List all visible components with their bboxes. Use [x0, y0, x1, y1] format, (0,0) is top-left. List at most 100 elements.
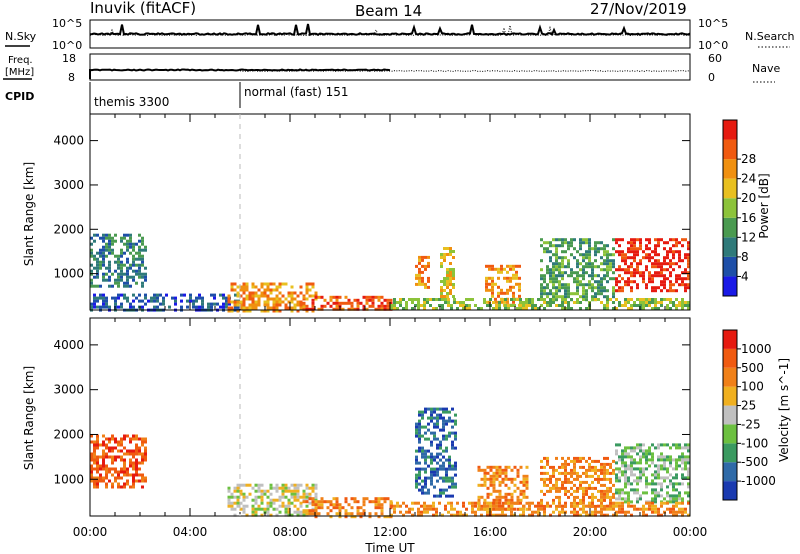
heatmap-cell [624, 473, 627, 477]
heatmap-cell [561, 504, 564, 508]
heatmap-cell [141, 239, 144, 243]
heatmap-cell [287, 498, 291, 502]
heatmap-cell [290, 285, 294, 289]
heatmap-cell [672, 513, 675, 517]
heatmap-cell [329, 295, 333, 299]
heatmap-cell [579, 301, 582, 304]
heatmap-cell [639, 479, 642, 483]
heatmap-cell [320, 497, 324, 501]
heatmap-cell [573, 271, 576, 275]
heatmap-cell [444, 504, 447, 508]
heatmap-cell [687, 283, 690, 287]
heatmap-cell [120, 239, 123, 243]
heatmap-cell [636, 265, 639, 269]
heatmap-cell [546, 301, 549, 304]
heatmap-cell [630, 304, 633, 307]
heatmap-cell [485, 279, 488, 283]
heatmap-cell [681, 473, 684, 477]
heatmap-cell [356, 301, 360, 305]
heatmap-cell [585, 480, 588, 484]
heatmap-cell [93, 485, 96, 489]
heatmap-cell [609, 277, 612, 281]
heatmap-cell [633, 449, 636, 453]
heatmap-cell [645, 265, 648, 269]
heatmap-cell [570, 492, 573, 496]
heatmap-cell [99, 479, 102, 483]
heatmap-cell [663, 286, 666, 290]
heatmap-cell [126, 257, 129, 261]
heatmap-cell [543, 471, 546, 475]
heatmap-cell [126, 269, 129, 273]
heatmap-cell [567, 301, 570, 304]
heatmap-cell [102, 452, 105, 456]
heatmap-cell [516, 468, 520, 472]
heatmap-cell [272, 507, 276, 511]
heatmap-cell [618, 289, 621, 293]
heatmap-cell [687, 461, 690, 465]
heatmap-cell [567, 289, 570, 293]
heatmap-cell [540, 471, 543, 475]
heatmap-cell [257, 483, 261, 487]
heatmap-cell [654, 271, 657, 275]
heatmap-cell [579, 486, 582, 490]
heatmap-cell [687, 307, 690, 310]
heatmap-cell [513, 298, 516, 301]
heatmap-cell [678, 241, 681, 245]
heatmap-cell [302, 297, 306, 301]
heatmap-cell [260, 513, 264, 517]
heatmap-cell [570, 471, 573, 475]
heatmap-cell [651, 452, 654, 456]
heatmap-cell [275, 309, 279, 313]
heatmap-cell [504, 304, 507, 307]
heatmap-cell [435, 510, 438, 514]
heatmap-cell [618, 479, 621, 483]
heatmap-cell [624, 446, 627, 450]
heatmap-cell [418, 410, 421, 414]
freq-tick-bottom: 8 [68, 71, 75, 84]
heatmap-cell [117, 485, 120, 489]
heatmap-cell [588, 286, 591, 290]
heatmap-cell [669, 250, 672, 254]
heatmap-cell [633, 473, 636, 477]
heatmap-cell [498, 480, 502, 484]
heatmap-cell [117, 482, 120, 486]
heatmap-cell [311, 307, 315, 311]
heatmap-cell [582, 510, 585, 514]
heatmap-cell [105, 302, 108, 306]
heatmap-cell [266, 309, 270, 313]
heatmap-cell [555, 489, 558, 493]
heatmap-cell [129, 263, 132, 267]
heatmap-cell [491, 267, 494, 271]
heatmap-cell [117, 263, 120, 267]
heatmap-cell [117, 257, 120, 261]
heatmap-cell [687, 259, 690, 263]
heatmap-cell [609, 265, 612, 269]
heatmap-cell [449, 289, 452, 292]
heatmap-cell [506, 291, 509, 295]
heatmap-cell [144, 476, 147, 480]
heatmap-cell [555, 280, 558, 284]
heatmap-cell [633, 274, 636, 278]
heatmap-cell [126, 284, 129, 288]
heatmap-cell [609, 259, 612, 263]
heatmap-cell [576, 271, 579, 275]
heatmap-cell [138, 452, 141, 456]
heatmap-cell [257, 303, 261, 307]
heatmap-cell [254, 495, 258, 499]
heatmap-cell [424, 431, 427, 435]
heatmap-cell [430, 407, 433, 411]
heatmap-cell [442, 434, 445, 438]
heatmap-cell [329, 515, 333, 519]
heatmap-cell [567, 462, 570, 466]
heatmap-cell [558, 238, 561, 242]
heatmap-cell [561, 304, 564, 307]
heatmap-cell [516, 486, 520, 490]
heatmap-cell [299, 303, 303, 307]
heatmap-cell [132, 473, 135, 477]
heatmap-cell [558, 265, 561, 269]
heatmap-cell [329, 509, 333, 513]
heatmap-cell [90, 263, 93, 267]
heatmap-cell [684, 491, 687, 495]
nave-tick-bottom: 0 [708, 71, 715, 84]
y-tick-label: 2000 [53, 427, 84, 441]
